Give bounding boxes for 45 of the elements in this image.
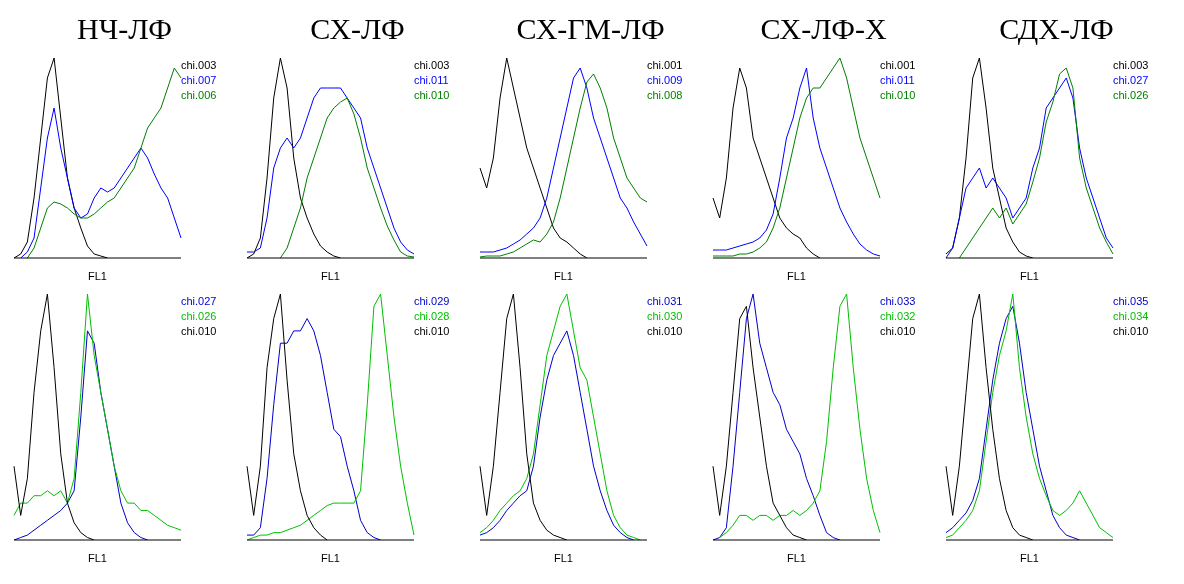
text: chi.034 (1113, 309, 1150, 324)
text: chi.030 (647, 309, 684, 324)
text: chi.001 (880, 58, 917, 73)
text: chi.029 (414, 294, 451, 309)
chart-title: СДХ-ЛФ (998, 11, 1115, 47)
text: chi.026 (1113, 88, 1150, 103)
x-axis-title: FL1 (787, 552, 806, 564)
text: chi.010 (647, 324, 684, 339)
x-axis-title: FL1 (1020, 270, 1039, 282)
text: chi.010 (414, 324, 451, 339)
text: chi.007 (181, 73, 218, 88)
text: chi.032 (880, 309, 917, 324)
text: chi.035 (1113, 294, 1150, 309)
text: chi.026 (181, 309, 218, 324)
chart-title: СХ-ГМ-ЛФ (515, 11, 666, 47)
text: chi.008 (647, 88, 684, 103)
text: chi.010 (414, 88, 451, 103)
x-axis-title: FL1 (321, 270, 340, 282)
x-axis-title: FL1 (321, 552, 340, 564)
chart-title: СХ-ЛФ (309, 11, 406, 47)
text: chi.010 (1113, 324, 1150, 339)
text: chi.001 (647, 58, 684, 73)
text: chi.009 (647, 73, 684, 88)
text: chi.010 (181, 324, 218, 339)
text: chi.011 (880, 73, 916, 88)
chart-title: СХ-ЛФ-Х (759, 11, 888, 47)
text: chi.010 (880, 324, 917, 339)
chart-title: НЧ-ЛФ (76, 11, 173, 47)
text: chi.003 (1113, 58, 1150, 73)
text: chi.010 (880, 88, 917, 103)
x-axis-title: FL1 (787, 270, 806, 282)
x-axis-title: FL1 (554, 270, 573, 282)
text: chi.011 (414, 73, 450, 88)
text: chi.003 (414, 58, 451, 73)
series-label: chi.006 (181, 88, 218, 103)
text: chi.027 (181, 294, 218, 309)
x-axis-title: FL1 (88, 270, 107, 282)
x-axis-title: FL1 (554, 552, 573, 564)
text: chi.033 (880, 294, 917, 309)
text: chi.031 (647, 294, 684, 309)
text: chi.028 (414, 309, 451, 324)
x-axis-title: FL1 (88, 552, 107, 564)
x-axis-title: FL1 (1020, 552, 1039, 564)
text: chi.003 (181, 58, 218, 73)
text: chi.027 (1113, 73, 1150, 88)
